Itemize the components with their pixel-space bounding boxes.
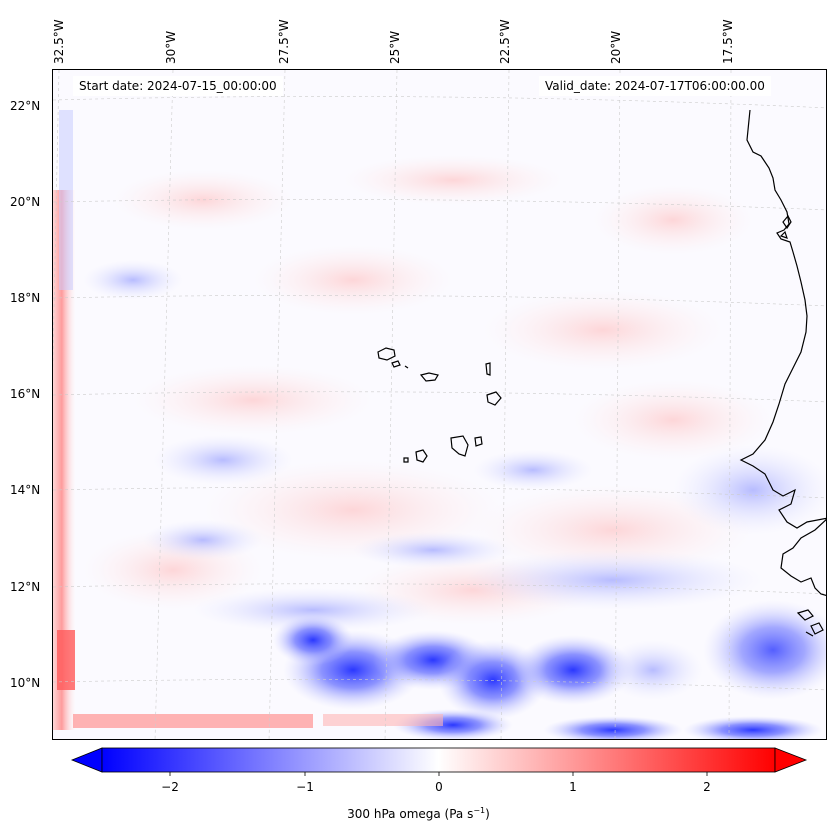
colorbar-tick-neg1: −1 bbox=[296, 780, 314, 794]
lat-label-20n: 20°N bbox=[10, 195, 41, 209]
island-boa-vista bbox=[486, 391, 502, 406]
colorbar-label: 300 hPa omega (Pa s−1) bbox=[0, 806, 837, 821]
weak-rising-patches bbox=[83, 260, 826, 632]
africa-coast-inlet bbox=[779, 214, 792, 239]
lat-label-18n: 18°N bbox=[10, 291, 41, 305]
colorbar-min-extend bbox=[70, 747, 103, 773]
island-sao-vicente bbox=[391, 360, 401, 368]
colorbar-max-extend bbox=[774, 747, 808, 773]
bottom-boundary-strip-2 bbox=[323, 714, 443, 726]
lon-label-20w: 20°W bbox=[609, 30, 623, 64]
colorbar-tick-2: 2 bbox=[703, 780, 711, 794]
lat-label-10n: 10°N bbox=[10, 676, 41, 690]
lon-label-22-5w: 22.5°W bbox=[498, 19, 512, 64]
map-panel bbox=[52, 69, 827, 740]
lon-label-17-5w: 17.5°W bbox=[721, 19, 735, 64]
lat-label-14n: 14°N bbox=[10, 483, 41, 497]
colorbar-ticks bbox=[169, 772, 708, 776]
colorbar-tick-0: 0 bbox=[435, 780, 443, 794]
map-gridlines bbox=[53, 70, 826, 739]
island-fogo bbox=[415, 449, 428, 463]
omega-field-map bbox=[53, 70, 826, 739]
bottom-boundary-strip bbox=[73, 714, 313, 728]
lat-label-16n: 16°N bbox=[10, 387, 41, 401]
colorbar-tick-1: 1 bbox=[569, 780, 577, 794]
left-boundary-blue-strip bbox=[59, 110, 73, 290]
island-sao-nicolau bbox=[419, 372, 439, 382]
island-sal bbox=[485, 362, 491, 376]
cape-verde-islands bbox=[377, 347, 502, 463]
island-santiago bbox=[450, 435, 469, 457]
colorbar-gradient bbox=[101, 747, 776, 773]
island-santa-luzia bbox=[404, 365, 409, 369]
lon-label-32-5w: 32.5°W bbox=[52, 19, 66, 64]
colorbar-label-close: ) bbox=[485, 807, 490, 821]
left-boundary-strip bbox=[53, 190, 75, 730]
lat-label-12n: 12°N bbox=[10, 580, 41, 594]
lon-label-27-5w: 27.5°W bbox=[277, 19, 291, 64]
colorbar-label-superscript: −1 bbox=[473, 806, 486, 815]
left-boundary-red-core bbox=[57, 630, 75, 690]
island-santo-antao bbox=[377, 347, 396, 361]
lon-label-30w: 30°W bbox=[164, 30, 178, 64]
africa-coastline bbox=[739, 109, 826, 637]
island-brava bbox=[403, 457, 409, 463]
colorbar-tick-neg2: −2 bbox=[161, 780, 179, 794]
lon-label-25w: 25°W bbox=[388, 30, 402, 64]
colorbar bbox=[70, 747, 808, 776]
valid-date-label: Valid_date: 2024-07-17T06:00:00.00 bbox=[539, 76, 771, 96]
start-date-label: Start date: 2024-07-15_00:00:00 bbox=[73, 76, 283, 96]
colorbar-label-text: 300 hPa omega (Pa s bbox=[347, 807, 474, 821]
island-maio bbox=[474, 436, 483, 447]
lat-label-22n: 22°N bbox=[10, 99, 41, 113]
